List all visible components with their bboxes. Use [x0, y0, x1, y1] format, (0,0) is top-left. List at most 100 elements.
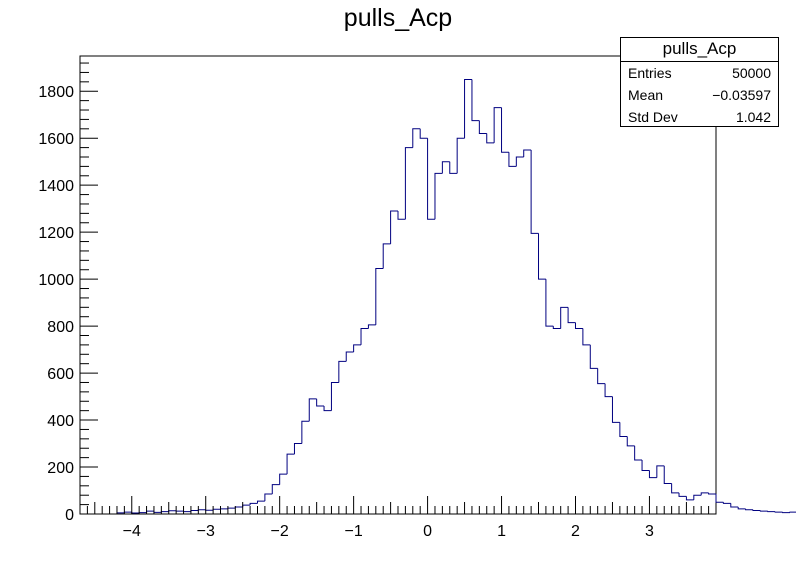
y-tick-label: 1800	[38, 84, 74, 101]
histogram-bin	[441, 161, 450, 174]
histogram-bin	[656, 465, 665, 478]
histogram-bin	[464, 78, 472, 139]
x-tick-label: 3	[645, 523, 654, 540]
histogram-bin	[323, 405, 332, 412]
histogram-bin	[456, 137, 465, 174]
y-tick-label: 200	[47, 460, 74, 477]
histogram-bin	[404, 147, 413, 220]
histogram-bin	[212, 508, 221, 511]
histogram-bin	[249, 502, 258, 506]
histogram-bin	[619, 422, 628, 437]
histogram-bin	[722, 502, 731, 504]
histogram-bin	[279, 473, 288, 485]
histogram-bin	[626, 436, 635, 447]
histogram-bin	[567, 307, 576, 324]
histogram-bin	[634, 445, 643, 461]
histogram-bin	[345, 351, 354, 362]
stats-row-mean: Mean −0.03597	[621, 84, 778, 106]
histogram-bin	[515, 156, 524, 167]
histogram-bin	[604, 383, 613, 398]
histogram-bin	[390, 210, 398, 244]
histogram-bin	[271, 484, 280, 495]
stats-label: Mean	[628, 87, 664, 103]
x-tick-label: 1	[497, 523, 506, 540]
histogram-bin	[501, 107, 509, 153]
y-tick-label: 600	[47, 366, 74, 383]
histogram-bin	[530, 149, 539, 234]
histogram-bin	[131, 512, 140, 514]
histogram-bin	[360, 327, 369, 345]
x-tick-label: −4	[123, 523, 141, 540]
x-tick-label: −3	[197, 523, 215, 540]
stats-value: 50000	[732, 65, 771, 81]
histogram-bin	[123, 511, 132, 513]
histogram-bin	[730, 503, 739, 508]
histogram-bin	[538, 233, 546, 280]
stats-label: Entries	[628, 65, 672, 81]
histogram-bin	[752, 509, 761, 511]
histogram-bin	[641, 459, 650, 472]
histogram-bin	[338, 360, 347, 383]
histogram-bin	[168, 510, 177, 512]
histogram-bin	[759, 510, 768, 512]
histogram-bin	[648, 470, 657, 479]
stats-row-entries: Entries 50000	[621, 62, 778, 84]
histogram-bin	[708, 492, 716, 495]
stats-box-title: pulls_Acp	[621, 38, 778, 62]
histogram-bin	[597, 368, 606, 385]
histogram-bin	[412, 128, 421, 148]
histogram-bin	[160, 511, 169, 513]
histogram-bin	[293, 443, 302, 455]
histogram-bin	[234, 506, 243, 509]
histogram-bin	[367, 324, 376, 329]
y-tick-label: 1200	[38, 225, 74, 242]
histogram-bin	[330, 381, 339, 411]
y-tick-label: 800	[47, 319, 74, 336]
histogram-bin	[153, 511, 162, 513]
y-tick-label: 1400	[38, 178, 74, 195]
histogram-bin	[242, 504, 251, 507]
histogram-bin	[301, 420, 310, 444]
histogram-bin	[582, 328, 591, 346]
histogram-bin	[449, 161, 458, 174]
histogram-bin	[574, 322, 583, 329]
histogram-bin	[685, 496, 694, 501]
histogram-bin	[227, 507, 236, 509]
histogram-bin	[382, 243, 391, 269]
stats-label: Std Dev	[628, 109, 678, 125]
histogram-bin	[486, 133, 495, 144]
histogram-bin	[316, 398, 325, 407]
histogram-bin	[397, 211, 406, 220]
histogram-bin	[737, 506, 746, 510]
histogram-bin	[375, 268, 384, 325]
histogram-bin	[308, 398, 317, 422]
x-tick-label: −1	[345, 523, 363, 540]
histogram-bin	[508, 152, 517, 167]
x-tick-label: −2	[271, 523, 289, 540]
histogram-bin	[146, 510, 154, 513]
y-tick-label: 1000	[38, 272, 74, 289]
histogram-bin	[745, 508, 753, 511]
y-tick-label: 0	[65, 507, 74, 524]
histogram-bin	[560, 306, 569, 329]
chart-title: pulls_Acp	[343, 4, 453, 32]
stats-value: 1.042	[735, 109, 771, 125]
stats-row-stddev: Std Dev 1.042	[621, 106, 778, 128]
histogram-bin	[427, 138, 435, 220]
histogram-bin	[700, 492, 709, 496]
x-tick-label: 0	[423, 523, 432, 540]
stats-value: −0.03597	[712, 87, 771, 103]
histogram-bin	[419, 128, 428, 139]
histogram-bin	[678, 492, 687, 497]
histogram-bin	[478, 120, 487, 135]
histogram-bin	[545, 279, 554, 327]
x-tick-label: 2	[571, 523, 580, 540]
histogram-bin	[589, 344, 598, 369]
histogram-bin	[611, 396, 620, 423]
histogram-bin	[715, 494, 724, 503]
histogram-bin	[663, 465, 672, 484]
histogram-bin	[264, 493, 273, 502]
histogram-bin	[256, 500, 265, 504]
histogram-bin	[434, 172, 443, 220]
